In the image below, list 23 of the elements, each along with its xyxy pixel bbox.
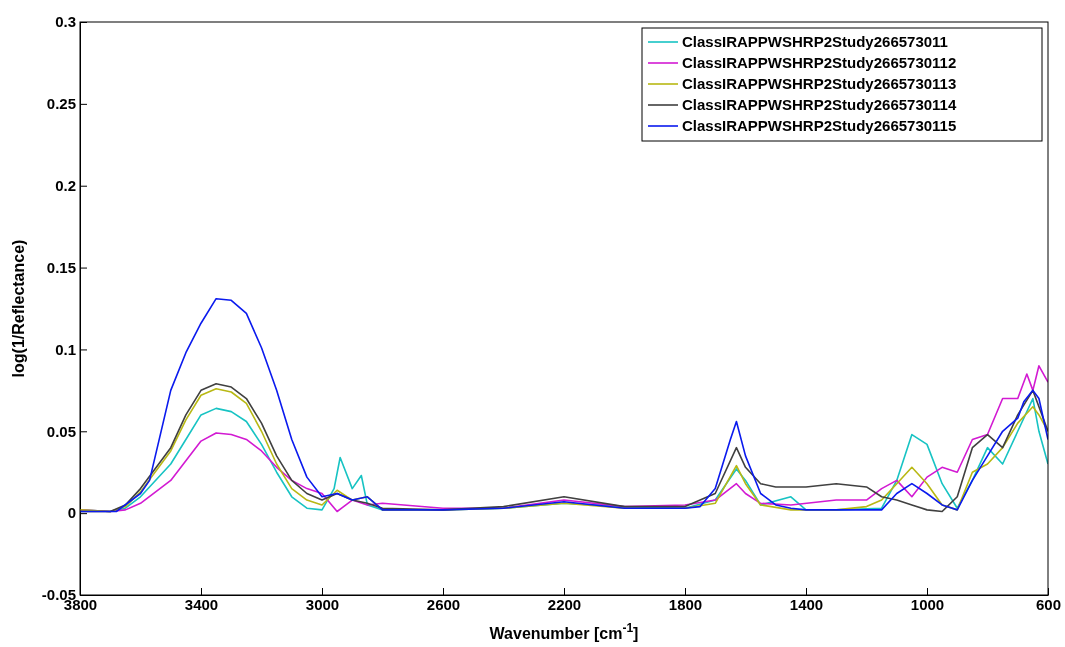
x-tick-label: 3400 — [184, 595, 219, 613]
x-tick-label: 1400 — [789, 595, 824, 613]
y-tick-label: 0.2 — [55, 177, 76, 195]
x-axis-title: Wavenumber [cm$^{-1}$] — [489, 621, 639, 642]
y-tick-label: 0.3 — [55, 13, 76, 31]
legend-label: ClassIRAPPWSHRP2Study2665730112 — [682, 54, 957, 71]
x-tick-label: 1800 — [668, 595, 703, 613]
y-tick-label: 0 — [67, 504, 76, 522]
y-tick-label: 0.15 — [46, 258, 76, 276]
legend-label: ClassIRAPPWSHRP2Study266573011 — [682, 33, 948, 50]
legend-label: ClassIRAPPWSHRP2Study2665730114 — [682, 96, 957, 113]
x-tick-label: 2200 — [547, 595, 582, 613]
legend-label: ClassIRAPPWSHRP2Study2665730115 — [682, 117, 957, 134]
line-series — [80, 297, 1048, 513]
y-tick-label: 0.1 — [55, 340, 76, 358]
x-tick-label: 1000 — [910, 595, 945, 613]
legend-label: ClassIRAPPWSHRP2Study2665730113 — [682, 75, 957, 92]
x-tick-label: 3000 — [305, 595, 340, 613]
y-tick-label: 0.05 — [46, 422, 76, 440]
y-axis-title: log(1/Reflectance) — [10, 239, 27, 378]
x-tick-label: 2600 — [426, 595, 461, 613]
y-tick-label: 0.25 — [46, 95, 76, 113]
x-tick-label: 600 — [1035, 595, 1062, 613]
